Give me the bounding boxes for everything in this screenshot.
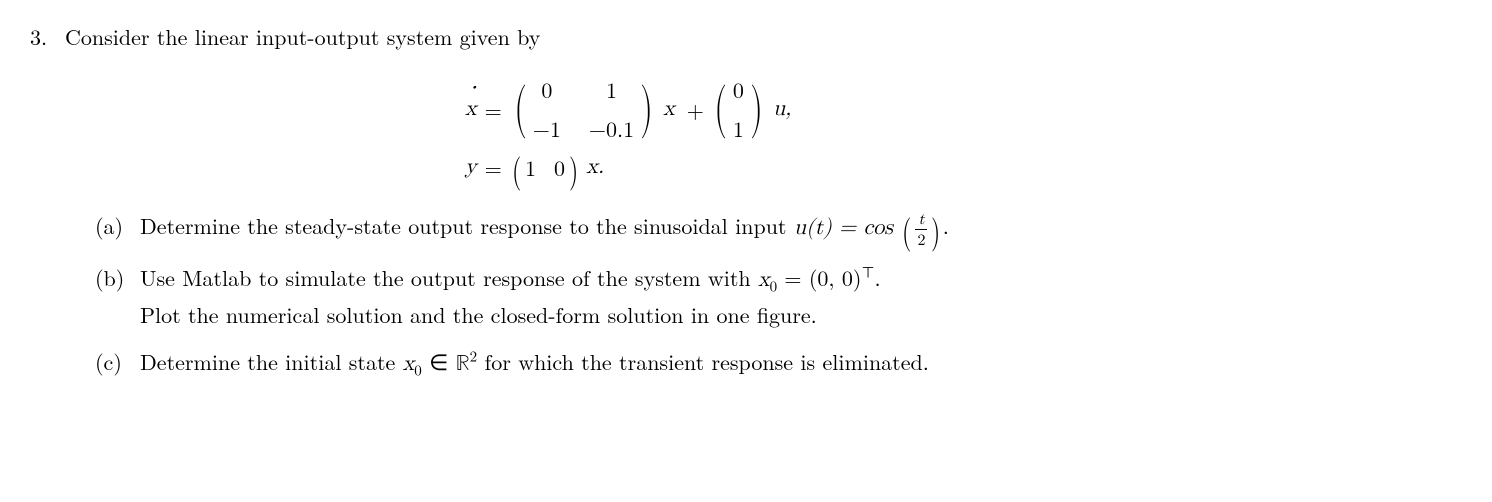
- sub-parts: (a) Determine the steady-state output re…: [95, 209, 1462, 382]
- part-c: (c) Determine the initial state x0 ∈ ℝ2 …: [95, 345, 1462, 382]
- equals-1: =: [485, 93, 502, 126]
- frac-den: 2: [915, 230, 927, 247]
- part-c-body: Determine the initial state x0 ∈ ℝ2 for …: [140, 345, 1462, 382]
- eq-tuple: = (0, 0): [777, 262, 861, 293]
- x-sub-c: 0: [414, 359, 422, 380]
- x0-var: x: [758, 269, 770, 291]
- C-1: 0: [554, 151, 565, 184]
- part-c-text1: Determine the initial state: [140, 346, 403, 377]
- period-b: .: [875, 262, 881, 293]
- problem-number: 3.: [30, 20, 65, 53]
- B-1: 1: [733, 112, 744, 145]
- problem-3: 3. Consider the linear input-output syst…: [30, 20, 1462, 396]
- part-b-body: Use Matlab to simulate the output respon…: [140, 261, 1462, 331]
- A-1-0: −1: [533, 112, 561, 145]
- B-matrix: 0 1: [733, 73, 744, 145]
- problem-intro: Consider the linear input-output system …: [65, 20, 1462, 53]
- in-symbol: ∈: [422, 346, 456, 377]
- state-equation: x = ( 0 1 −1 −0.1 ) x + ( 0 1 ) u,: [465, 73, 1462, 145]
- equals-2: =: [485, 151, 502, 184]
- x-dot: x: [465, 93, 477, 126]
- t-over-2: t2: [915, 212, 927, 247]
- C-matrix: 1 0: [525, 151, 565, 184]
- B-0: 0: [733, 73, 744, 106]
- A-1-1: −0.1: [589, 112, 634, 145]
- part-c-text2: for which the transient response is elim…: [477, 346, 929, 377]
- A-0-0: 0: [533, 73, 561, 106]
- R-symbol: ℝ: [456, 353, 470, 375]
- C-0: 1: [525, 151, 536, 184]
- part-a-text-before: Determine the steady-state output respon…: [140, 210, 794, 241]
- part-a-u-expr: u(t) = cos: [794, 217, 900, 239]
- part-a: (a) Determine the steady-state output re…: [95, 209, 1462, 247]
- output-equation: y = ( 1 0 ) x.: [465, 151, 1462, 184]
- part-c-label: (c): [95, 345, 140, 378]
- part-a-label: (a): [95, 209, 140, 242]
- part-a-text-after: .: [943, 210, 949, 241]
- u-var: u,: [773, 93, 791, 126]
- y-var: y: [465, 151, 477, 184]
- part-a-body: Determine the steady-state output respon…: [140, 209, 1462, 247]
- state-space-equations: x = ( 0 1 −1 −0.1 ) x + ( 0 1 ) u,: [65, 73, 1462, 184]
- problem-body: Consider the linear input-output system …: [65, 20, 1462, 396]
- x0-sub: 0: [770, 275, 778, 296]
- sup-T: ⊤: [861, 261, 874, 282]
- x-var-2: x.: [586, 151, 604, 184]
- A-0-1: 1: [589, 73, 634, 106]
- plus: +: [687, 93, 704, 126]
- part-b: (b) Use Matlab to simulate the output re…: [95, 261, 1462, 331]
- x-var-c: x: [403, 353, 415, 375]
- x-var-1: x: [663, 93, 675, 126]
- part-b-text2: Plot the numerical solution and the clos…: [140, 298, 1462, 331]
- part-b-text1: Use Matlab to simulate the output respon…: [140, 262, 758, 293]
- A-matrix: 0 1 −1 −0.1: [533, 73, 634, 145]
- part-b-label: (b): [95, 261, 140, 294]
